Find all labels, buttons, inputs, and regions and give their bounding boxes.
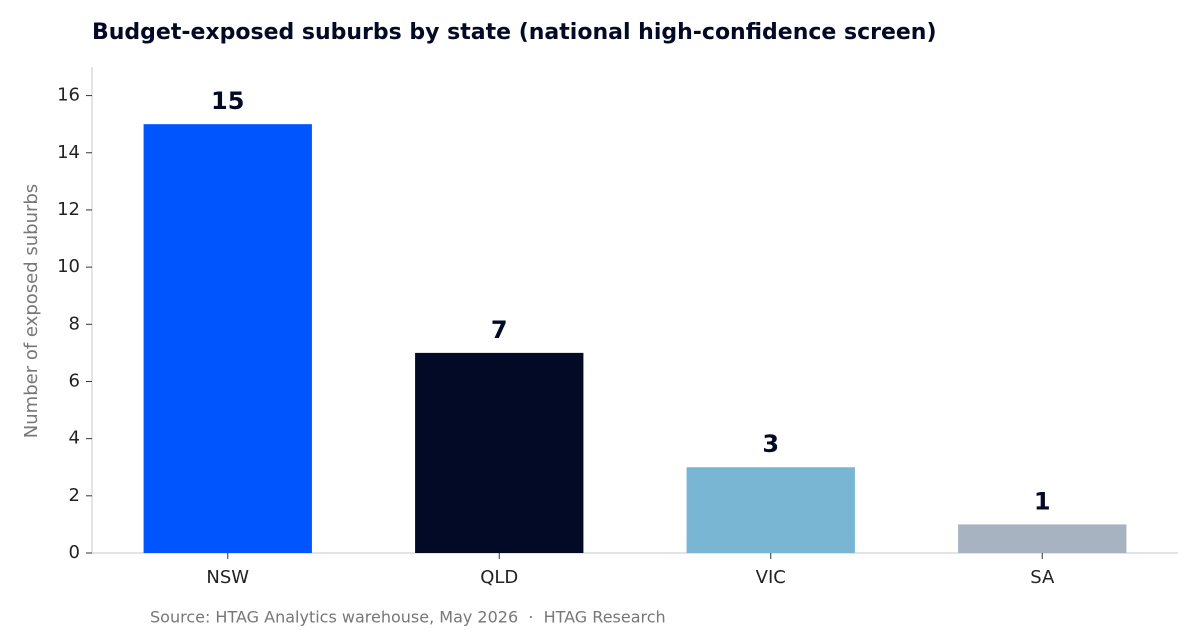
bar [415, 352, 584, 553]
value-label: 7 [491, 316, 508, 344]
y-tick-label: 2 [69, 485, 80, 506]
value-label: 15 [211, 87, 244, 115]
source-note: Source: HTAG Analytics warehouse, May 20… [150, 608, 666, 627]
x-tick-label: QLD [480, 567, 518, 588]
y-tick-label: 16 [57, 85, 80, 106]
x-tick-label: NSW [206, 567, 249, 588]
y-tick-label: 8 [69, 313, 80, 334]
y-tick-label: 6 [69, 370, 80, 391]
bar [143, 124, 312, 554]
y-tick-label: 12 [57, 199, 80, 220]
bar [958, 524, 1127, 553]
value-label: 1 [1034, 487, 1051, 515]
y-tick-label: 10 [57, 256, 80, 277]
chart-title: Budget-exposed suburbs by state (nationa… [92, 20, 937, 45]
x-tick-label: VIC [756, 567, 786, 588]
y-tick-label: 0 [69, 542, 80, 563]
x-tick-label: SA [1030, 567, 1055, 588]
y-tick-label: 4 [69, 428, 80, 449]
y-axis-label: Number of exposed suburbs [21, 184, 42, 438]
bar [686, 467, 855, 553]
y-tick-label: 14 [57, 142, 80, 163]
value-label: 3 [762, 430, 779, 458]
